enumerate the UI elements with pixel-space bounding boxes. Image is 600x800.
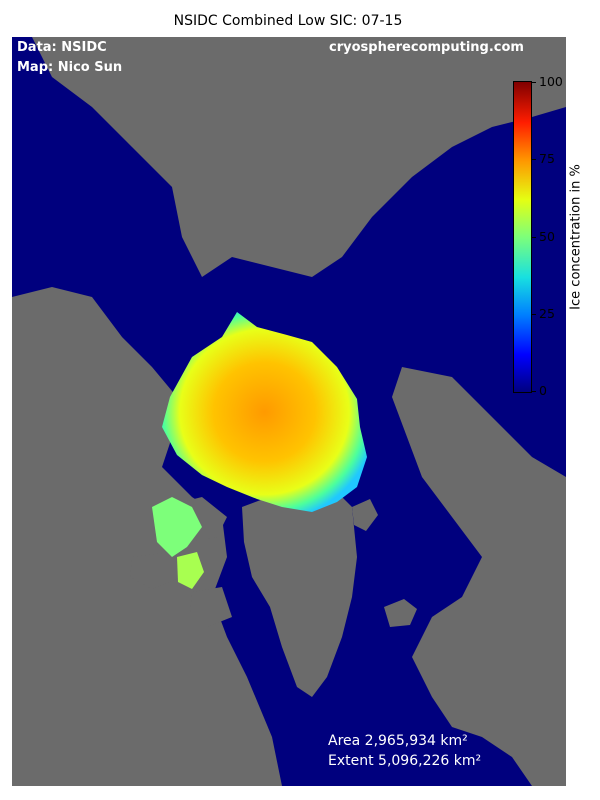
colorbar-tick-label: 50 bbox=[539, 229, 555, 244]
colorbar-tick bbox=[531, 237, 536, 238]
map-credit: Map: Nico Sun bbox=[17, 60, 123, 75]
site-credit: cryospherecomputing.com bbox=[329, 40, 524, 55]
data-credit: Data: NSIDC bbox=[17, 40, 107, 55]
colorbar-tick bbox=[531, 159, 536, 160]
land-asia bbox=[32, 37, 566, 277]
colorbar-tick-label: 0 bbox=[539, 383, 547, 398]
sea-ice-map: Data: NSIDC Map: Nico Sun cryospherecomp… bbox=[12, 37, 566, 786]
colorbar-tick bbox=[531, 82, 536, 83]
area-stat: Area 2,965,934 km² bbox=[328, 733, 468, 749]
colorbar-tick bbox=[531, 391, 536, 392]
colorbar-tick bbox=[531, 314, 536, 315]
chart-title: NSIDC Combined Low SIC: 07-15 bbox=[173, 13, 403, 29]
land-greenland bbox=[242, 487, 357, 697]
sea-ice-patch bbox=[152, 497, 202, 557]
land-europe bbox=[392, 367, 566, 786]
map-graphic bbox=[12, 37, 566, 786]
sea-ice-patch bbox=[177, 552, 204, 589]
land-svalbard bbox=[352, 499, 378, 531]
colorbar bbox=[513, 81, 532, 393]
extent-stat: Extent 5,096,226 km² bbox=[328, 753, 482, 769]
colorbar-tick-label: 75 bbox=[539, 151, 555, 166]
land-iceland bbox=[384, 599, 417, 627]
colorbar-tick-label: 100 bbox=[539, 74, 563, 89]
land-north-america bbox=[12, 287, 282, 786]
colorbar-tick-label: 25 bbox=[539, 306, 555, 321]
land-masses bbox=[12, 37, 566, 786]
sea-ice bbox=[152, 312, 367, 589]
colorbar-label: Ice concentration in % bbox=[568, 164, 584, 310]
sea-ice-main bbox=[162, 312, 367, 512]
